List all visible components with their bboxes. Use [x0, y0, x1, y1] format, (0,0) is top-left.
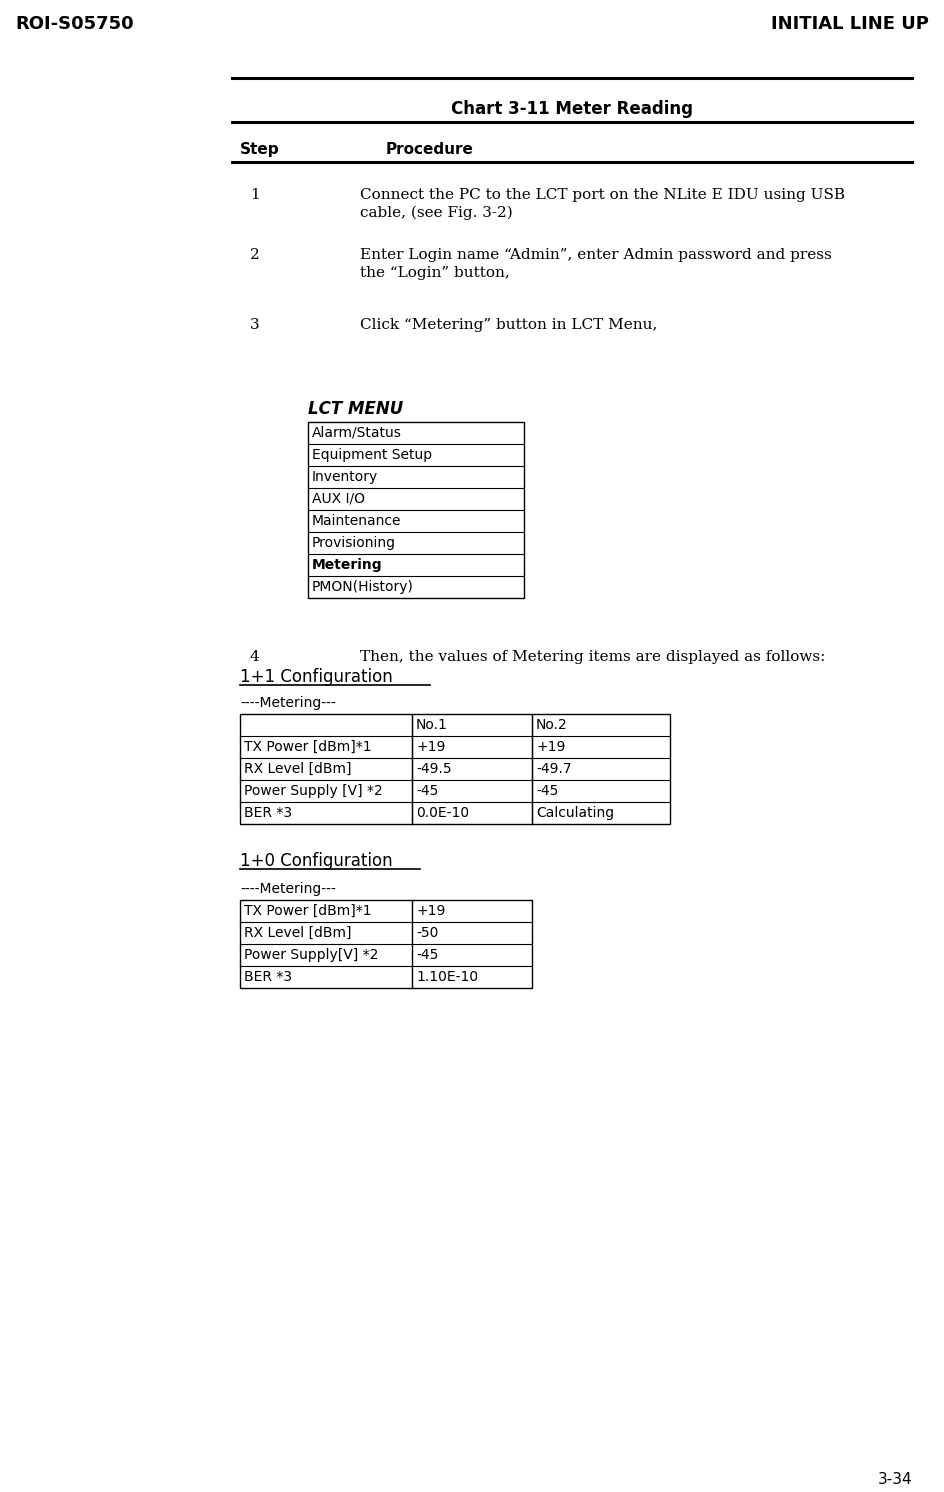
Text: 1+1 Configuration: 1+1 Configuration [240, 668, 393, 686]
Text: BER *3: BER *3 [244, 970, 292, 985]
Text: Chart 3-11 Meter Reading: Chart 3-11 Meter Reading [451, 100, 693, 118]
Text: TX Power [dBm]*1: TX Power [dBm]*1 [244, 740, 372, 753]
Text: Power Supply [V] *2: Power Supply [V] *2 [244, 783, 382, 798]
Text: -45: -45 [416, 947, 438, 962]
Bar [240, 900, 532, 988]
Text: INITIAL LINE UP: INITIAL LINE UP [771, 15, 929, 33]
Text: Calculating: Calculating [536, 806, 615, 821]
Text: LCT MENU: LCT MENU [308, 400, 403, 418]
Text: 3-34: 3-34 [877, 1473, 912, 1488]
Bar [240, 715, 670, 824]
Text: +19: +19 [536, 740, 565, 753]
Text: -49.5: -49.5 [416, 762, 451, 776]
Text: Enter Login name “Admin”, enter Admin password and press: Enter Login name “Admin”, enter Admin pa… [360, 248, 832, 263]
Text: 2: 2 [250, 248, 260, 263]
Text: No.2: No.2 [536, 718, 567, 733]
Text: Inventory: Inventory [312, 470, 379, 483]
Text: 4: 4 [250, 651, 260, 664]
Text: -45: -45 [416, 783, 438, 798]
Text: ----Metering---: ----Metering--- [240, 882, 336, 897]
Text: 3: 3 [250, 318, 260, 333]
Text: Power Supply[V] *2: Power Supply[V] *2 [244, 947, 379, 962]
Text: Maintenance: Maintenance [312, 515, 401, 528]
Text: Provisioning: Provisioning [312, 536, 396, 551]
Text: BER *3: BER *3 [244, 806, 292, 821]
Text: 1: 1 [250, 188, 260, 201]
Text: -49.7: -49.7 [536, 762, 572, 776]
Bar [308, 422, 524, 598]
Text: 1.10E-10: 1.10E-10 [416, 970, 478, 985]
Text: ROI-S05750: ROI-S05750 [15, 15, 134, 33]
Text: PMON(History): PMON(History) [312, 580, 413, 594]
Text: Alarm/Status: Alarm/Status [312, 427, 402, 440]
Text: RX Level [dBm]: RX Level [dBm] [244, 762, 351, 776]
Text: cable, (see Fig. 3-2): cable, (see Fig. 3-2) [360, 206, 513, 221]
Text: Metering: Metering [312, 558, 382, 571]
Text: 1+0 Configuration: 1+0 Configuration [240, 852, 393, 870]
Text: No.1: No.1 [416, 718, 447, 733]
Text: RX Level [dBm]: RX Level [dBm] [244, 927, 351, 940]
Text: Procedure: Procedure [386, 142, 474, 157]
Text: Click “Metering” button in LCT Menu,: Click “Metering” button in LCT Menu, [360, 318, 657, 333]
Text: AUX I/O: AUX I/O [312, 492, 365, 506]
Text: +19: +19 [416, 904, 446, 918]
Text: -50: -50 [416, 927, 438, 940]
Text: ----Metering---: ----Metering--- [240, 695, 336, 710]
Text: Then, the values of Metering items are displayed as follows:: Then, the values of Metering items are d… [360, 651, 825, 664]
Text: 0.0E-10: 0.0E-10 [416, 806, 469, 821]
Text: Equipment Setup: Equipment Setup [312, 448, 432, 463]
Text: -45: -45 [536, 783, 558, 798]
Text: Step: Step [240, 142, 279, 157]
Text: +19: +19 [416, 740, 446, 753]
Text: the “Login” button,: the “Login” button, [360, 266, 510, 280]
Text: TX Power [dBm]*1: TX Power [dBm]*1 [244, 904, 372, 918]
Text: Connect the PC to the LCT port on the NLite E IDU using USB: Connect the PC to the LCT port on the NL… [360, 188, 845, 201]
